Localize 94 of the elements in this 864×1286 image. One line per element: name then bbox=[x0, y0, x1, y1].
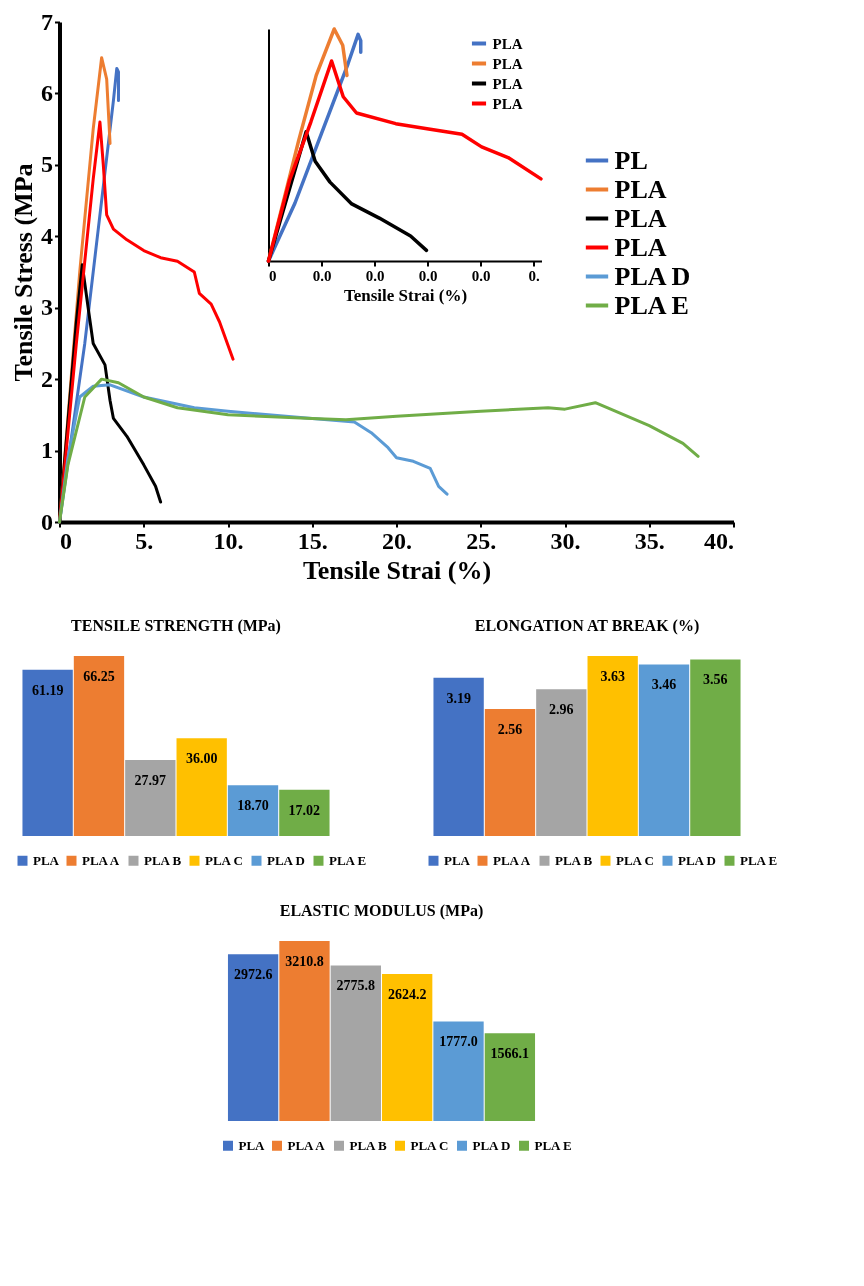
bar bbox=[382, 973, 433, 1121]
bar bbox=[330, 965, 381, 1121]
data-label: 36.00 bbox=[185, 751, 218, 767]
bar bbox=[227, 954, 279, 1121]
data-label: 3.63 bbox=[600, 669, 625, 684]
x-tick-label: 15. bbox=[297, 527, 328, 554]
legend-label: PLA E bbox=[614, 290, 689, 320]
data-label: 2775.8 bbox=[336, 978, 376, 994]
data-label: 27.97 bbox=[134, 773, 167, 789]
data-label: 17.02 bbox=[288, 802, 321, 818]
y-tick-label: 2 bbox=[41, 365, 53, 392]
bar bbox=[484, 709, 536, 836]
x-tick-label: 0.0 bbox=[312, 267, 332, 284]
legend-label: PLA E bbox=[329, 852, 367, 868]
legend-label: PLA C bbox=[205, 852, 243, 868]
x-tick-label: 40. bbox=[704, 527, 734, 554]
x-tick-label: 0. bbox=[528, 267, 540, 284]
bar bbox=[690, 659, 741, 836]
legend-label: PLA D bbox=[472, 1137, 511, 1153]
legend-label: PL bbox=[614, 145, 648, 175]
y-tick-label: 6 bbox=[41, 79, 53, 106]
legend-label: PLA bbox=[492, 55, 523, 72]
data-label: 18.70 bbox=[237, 798, 269, 814]
x-axis-title: Tensile Strai (%) bbox=[343, 285, 468, 305]
x-tick-label: 0 bbox=[60, 527, 72, 554]
legend-label: PLA bbox=[614, 174, 667, 204]
x-tick-label: 0.0 bbox=[471, 267, 491, 284]
legend-label: PLA bbox=[492, 95, 523, 112]
chart-title: ELASTIC MODULUS (MPa) bbox=[279, 902, 484, 920]
y-tick-label: 3 bbox=[41, 294, 53, 321]
legend-label: PLA B bbox=[555, 852, 593, 868]
series-label: PLA bbox=[444, 852, 471, 868]
x-tick-label: 10. bbox=[213, 527, 244, 554]
data-label: 3210.8 bbox=[285, 954, 324, 969]
bar bbox=[125, 760, 176, 836]
bar bbox=[433, 677, 484, 836]
bar bbox=[227, 785, 279, 836]
data-label: 2.96 bbox=[549, 702, 574, 718]
data-label: 1566.1 bbox=[490, 1046, 530, 1062]
y-axis-title: Tensile Stress (MPa bbox=[9, 163, 38, 382]
data-label: 2972.6 bbox=[233, 967, 273, 983]
bar bbox=[433, 1021, 484, 1121]
x-tick-label: 35. bbox=[634, 527, 665, 554]
legend-label: PLA A bbox=[82, 852, 120, 868]
legend-label: PLA B bbox=[349, 1137, 388, 1153]
legend-label: PLA bbox=[614, 232, 667, 262]
x-axis-title: Tensile Strai (%) bbox=[302, 555, 492, 585]
legend-label: PLA E bbox=[740, 852, 778, 868]
bar bbox=[22, 669, 73, 836]
x-tick-label: 25. bbox=[466, 527, 497, 554]
y-tick-label: 4 bbox=[41, 222, 53, 249]
x-tick-label: 30. bbox=[550, 527, 581, 554]
bar bbox=[484, 1033, 536, 1121]
data-label: 61.19 bbox=[31, 682, 64, 698]
bar bbox=[73, 656, 125, 836]
bar bbox=[587, 656, 638, 836]
legend-label: PLA bbox=[33, 852, 60, 868]
legend-label: PLA E bbox=[534, 1137, 572, 1153]
legend-label: PLA D bbox=[614, 261, 691, 291]
y-tick-label: 1 bbox=[41, 437, 53, 464]
data-label: 3.56 bbox=[703, 672, 728, 688]
bar bbox=[176, 738, 227, 836]
y-tick-label: 0 bbox=[41, 508, 53, 535]
data-label: 66.25 bbox=[83, 669, 115, 684]
legend-label: PLA bbox=[492, 75, 523, 92]
chart-title: TENSILE STRENGTH (MPa) bbox=[71, 617, 281, 635]
data-label: 3.19 bbox=[446, 690, 471, 706]
y-tick-label: 7 bbox=[41, 8, 53, 35]
legend-label: PLA A bbox=[493, 852, 531, 868]
x-tick-label: 0.0 bbox=[365, 267, 385, 284]
legend-label: PLA A bbox=[287, 1137, 326, 1153]
data-label: 3.46 bbox=[651, 677, 677, 693]
y-tick-label: 5 bbox=[41, 151, 53, 178]
legend-label: PLA C bbox=[410, 1137, 449, 1153]
line-series bbox=[58, 377, 700, 524]
data-label: 1777.0 bbox=[439, 1034, 478, 1050]
chart-title: ELONGATION AT BREAK (%) bbox=[474, 617, 700, 635]
data-label: 2.56 bbox=[497, 722, 523, 738]
bar bbox=[536, 689, 587, 836]
legend-label: PLA bbox=[614, 203, 667, 233]
legend-label: PLA bbox=[492, 35, 523, 52]
x-tick-label: 20. bbox=[382, 527, 412, 554]
x-tick-label: 0 bbox=[269, 267, 277, 284]
data-label: 2624.2 bbox=[387, 986, 427, 1002]
bar bbox=[279, 941, 330, 1121]
bar bbox=[279, 789, 330, 836]
legend-label: PLA B bbox=[144, 852, 182, 868]
legend-label: PLA bbox=[238, 1137, 266, 1153]
legend-label: PLA D bbox=[267, 852, 305, 868]
bar bbox=[638, 664, 690, 836]
x-tick-label: 5. bbox=[135, 527, 154, 554]
x-tick-label: 0.0 bbox=[418, 267, 438, 284]
legend-label: PLA C bbox=[616, 852, 654, 868]
legend-label: PLA D bbox=[678, 852, 716, 868]
